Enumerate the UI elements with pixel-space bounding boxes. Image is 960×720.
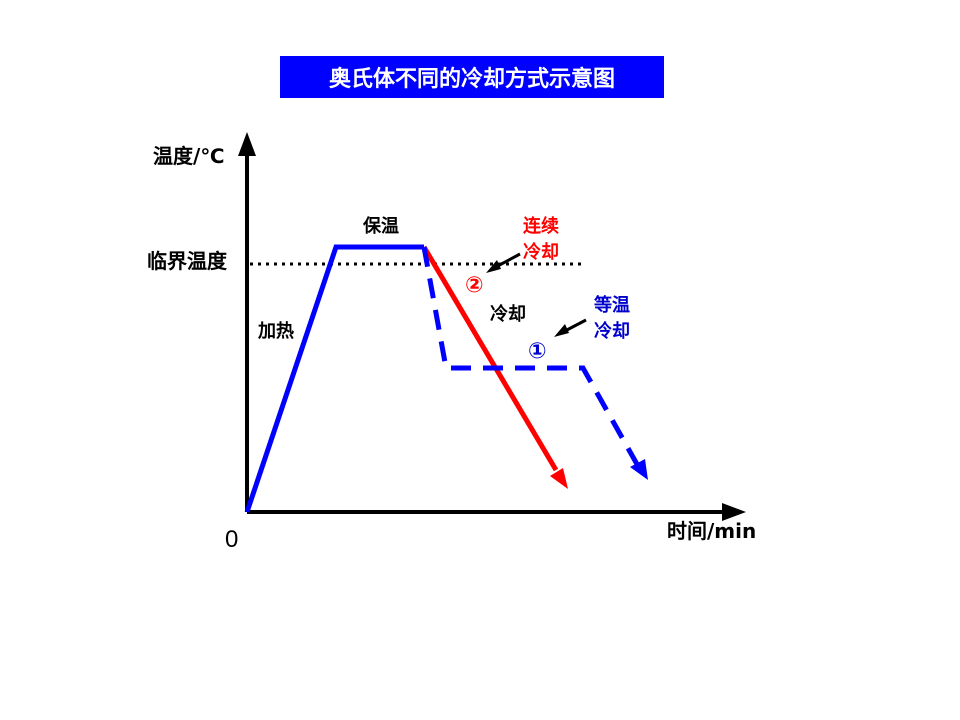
- continuous-pointer-arrowhead: [486, 260, 501, 273]
- continuous-label-line1: 连续: [523, 215, 559, 237]
- x-axis-label: 时间/min: [667, 519, 756, 543]
- y-axis-label: 温度/℃: [153, 144, 225, 168]
- isothermal-pointer-arrowhead: [554, 324, 569, 337]
- holding-label: 保温: [362, 215, 399, 237]
- isothermal-cooling-arrowhead: [630, 459, 648, 480]
- critical-temp-label: 临界温度: [147, 249, 228, 273]
- x-axis-arrowhead: [722, 503, 746, 521]
- isothermal-label-line2: 冷却: [594, 320, 630, 342]
- y-axis-arrowhead: [238, 132, 256, 156]
- continuous-marker: ②: [465, 273, 484, 298]
- continuous-cooling-line: [421, 245, 559, 472]
- isothermal-label-line1: 等温: [594, 294, 630, 316]
- heating-holding-curve: [244, 244, 424, 513]
- cooling-label: 冷却: [490, 303, 526, 325]
- diagram-title-text: 奥氏体不同的冷却方式示意图: [328, 67, 615, 92]
- continuous-label-line2: 冷却: [523, 241, 559, 263]
- continuous-cooling-arrowhead: [550, 468, 568, 489]
- isothermal-marker: ①: [528, 339, 547, 364]
- heating-label: 加热: [257, 320, 294, 342]
- diagram-title: 奥氏体不同的冷却方式示意图: [280, 56, 664, 98]
- origin-label: 0: [225, 526, 238, 553]
